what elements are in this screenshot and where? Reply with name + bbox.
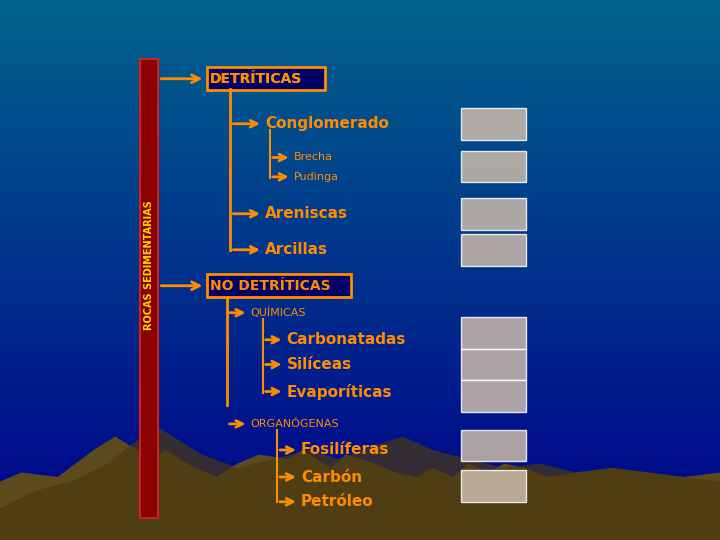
Bar [461,470,526,502]
Text: Carbón: Carbón [301,469,362,484]
Bar [461,317,526,349]
Bar [207,66,325,90]
Text: NO DETRÍTICAS: NO DETRÍTICAS [210,279,331,293]
Text: ORGANÓGENAS: ORGANÓGENAS [251,419,339,429]
Bar [461,151,526,183]
Text: Petróleo: Petróleo [301,494,374,509]
Text: Brecha: Brecha [294,152,333,163]
Bar [461,108,526,139]
Bar [461,198,526,230]
Bar [461,430,526,461]
Text: Pudinga: Pudinga [294,172,339,182]
Text: Areniscas: Areniscas [265,206,348,221]
Bar [461,234,526,266]
Text: Evaporíticas: Evaporíticas [287,383,392,400]
Text: Conglomerado: Conglomerado [265,116,389,131]
Bar [461,349,526,380]
Polygon shape [0,428,720,540]
Bar [461,380,526,411]
Text: DETRÍTICAS: DETRÍTICAS [210,72,302,86]
Text: QUÍMICAS: QUÍMICAS [251,307,306,318]
Text: ROCAS SEDIMENTARIAS: ROCAS SEDIMENTARIAS [145,201,154,330]
Text: DETRÍTICAS: DETRÍTICAS [210,72,302,86]
Bar [140,58,158,517]
Bar [207,274,351,297]
Text: Fosilíferas: Fosilíferas [301,442,390,457]
Text: Carbonatadas: Carbonatadas [287,332,406,347]
Text: Silíceas: Silíceas [287,357,351,372]
Polygon shape [0,436,720,540]
Text: Arcillas: Arcillas [265,242,328,257]
